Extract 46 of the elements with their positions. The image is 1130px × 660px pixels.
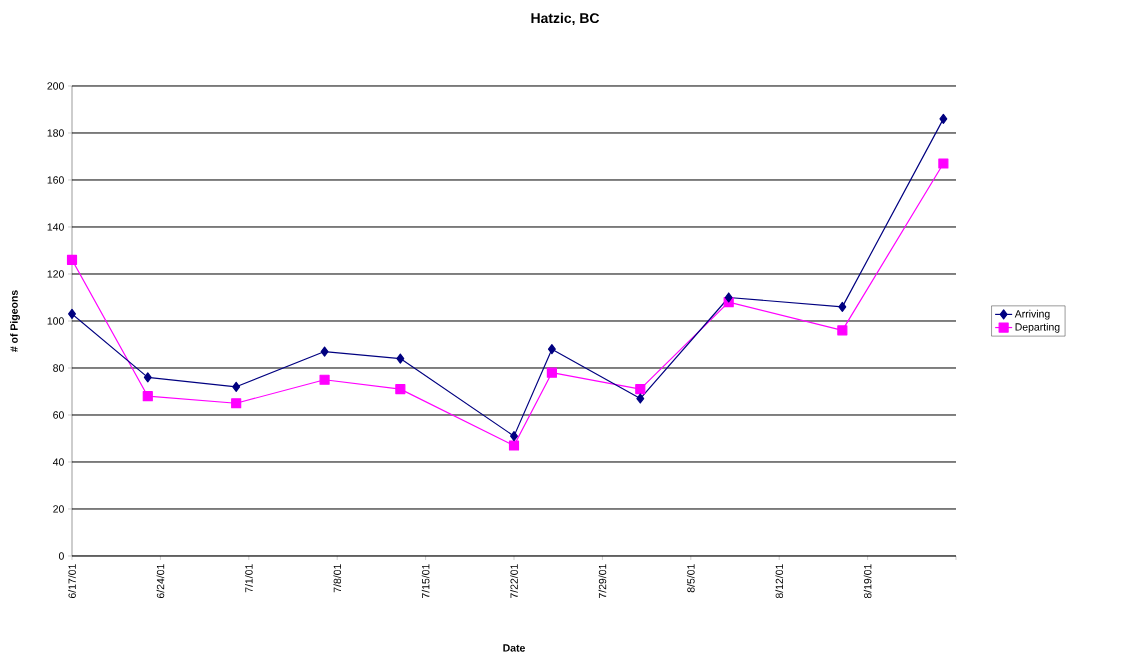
y-tick-label: 100: [47, 317, 64, 325]
point: [938, 158, 949, 169]
point: [635, 384, 646, 395]
point: [320, 346, 329, 357]
point: [547, 344, 556, 355]
point: [231, 398, 242, 409]
point: [724, 292, 733, 303]
x-tick-label: 8/19/01: [863, 564, 872, 599]
x-tick-label: 7/15/01: [421, 564, 430, 599]
y-tick-label: 160: [47, 176, 64, 184]
y-tick-label: 120: [47, 270, 64, 278]
chart-title: Hatzic, BC: [531, 12, 600, 26]
y-tick-label: 40: [52, 458, 64, 466]
point: [939, 113, 948, 124]
point: [396, 353, 405, 364]
y-tick-label: 80: [53, 364, 64, 372]
point: [232, 381, 241, 392]
point: [546, 367, 557, 378]
x-tick-label: 6/24/01: [156, 564, 165, 599]
point: [837, 325, 848, 336]
legend-label: Departing: [1015, 322, 1060, 333]
y-tick-label: 200: [47, 82, 64, 90]
point: [66, 254, 78, 265]
x-tick-label: 8/5/01: [686, 564, 695, 593]
point: [395, 384, 406, 395]
point: [510, 431, 518, 442]
x-tick-label: 8/12/01: [775, 564, 784, 599]
point: [508, 440, 520, 451]
x-axis-title: Date: [503, 644, 525, 652]
point: [636, 393, 645, 404]
y-axis-title: # of Pigeons: [10, 290, 20, 352]
point: [319, 374, 330, 385]
x-tick-label: 7/22/01: [510, 564, 518, 599]
x-tick-label: 7/29/01: [598, 564, 607, 599]
y-tick-label: 60: [53, 411, 64, 419]
y-tick-label: 180: [47, 129, 64, 137]
y-tick-label: 0: [58, 552, 64, 560]
point: [838, 301, 847, 312]
y-tick-label: 20: [53, 505, 64, 513]
x-tick-label: 7/8/01: [333, 564, 342, 593]
legend-label: Arriving: [1014, 309, 1050, 320]
x-tick-label: 7/1/01: [244, 564, 253, 593]
point: [142, 391, 153, 402]
y-tick-label: 140: [47, 223, 64, 231]
point: [143, 372, 152, 383]
x-tick-label: 6/17/01: [68, 564, 76, 599]
